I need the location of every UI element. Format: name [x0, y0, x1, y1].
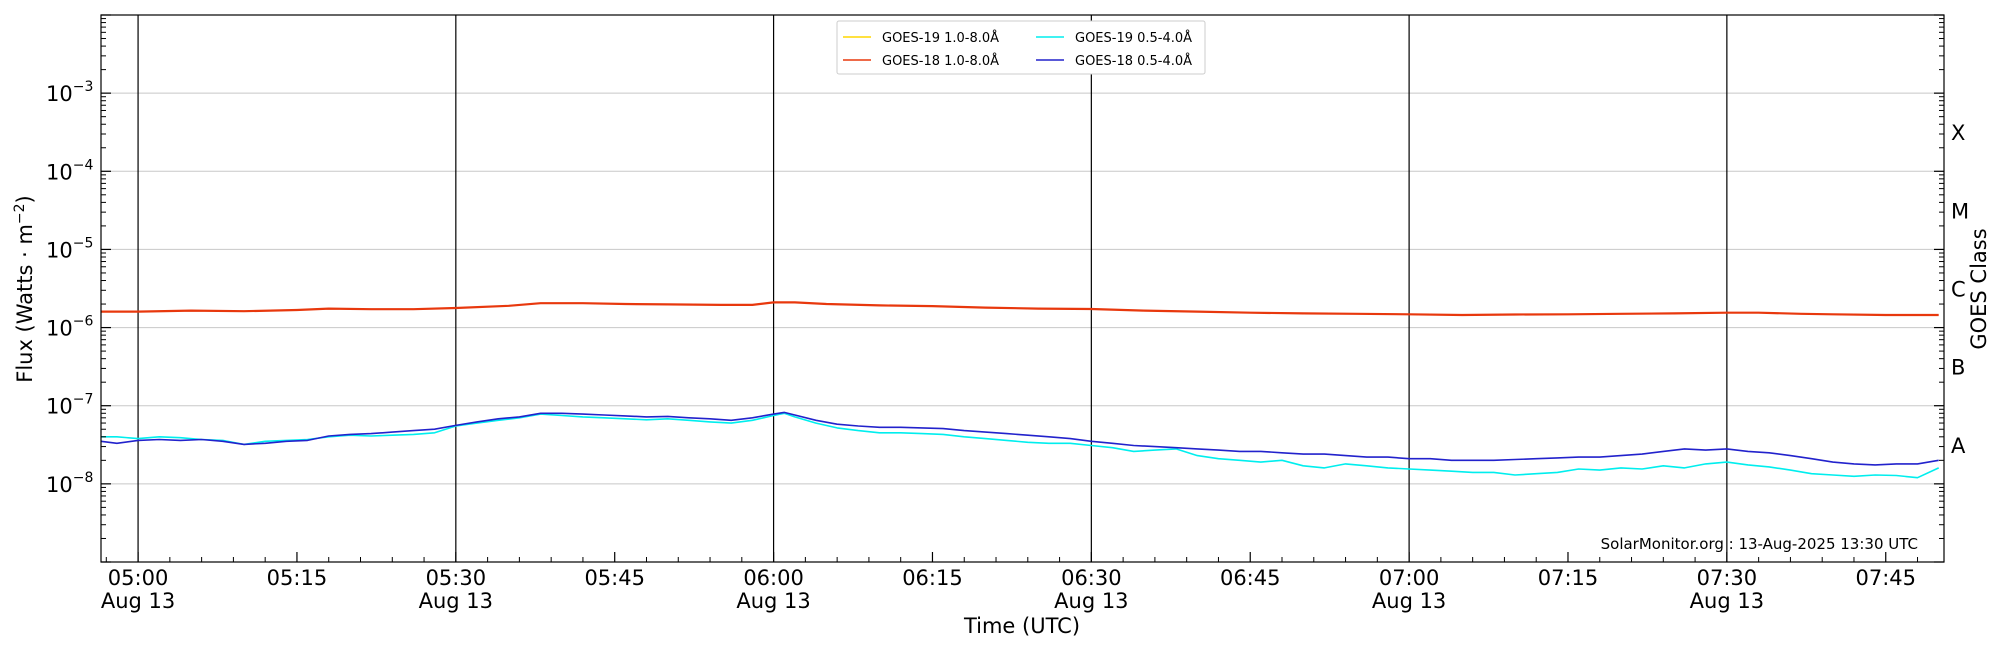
series-line-2	[101, 412, 1940, 479]
x-tick-label: 07:30	[1697, 566, 1758, 590]
x-tick-label: 05:15	[267, 566, 328, 590]
axis-ticks	[101, 14, 1944, 563]
y-tick-label: 10−3	[46, 79, 93, 106]
x-tick-label: 05:30	[426, 566, 487, 590]
x-tick-label: 06:00	[743, 566, 804, 590]
goes-class-label: B	[1951, 356, 1965, 380]
x-tick-label: 06:15	[902, 566, 963, 590]
x-tick-date-label: Aug 13	[736, 589, 810, 613]
x-tick-date-label: Aug 13	[101, 589, 175, 613]
x-tick-date-label: Aug 13	[419, 589, 493, 613]
y-tick-label: 10−8	[46, 470, 93, 497]
series-lines	[100, 301, 1940, 479]
x-tick-label: 06:30	[1061, 566, 1122, 590]
day-vertical-lines	[137, 15, 1728, 562]
y-axis-title: Flux (Watts · m−2)	[12, 195, 37, 383]
series-line-3	[100, 411, 1939, 466]
goes-class-labels: X M C B A	[1951, 121, 1969, 458]
goes-class-label: M	[1951, 199, 1969, 223]
y-tick-label: 10−4	[46, 157, 93, 184]
x-tick-date-label: Aug 13	[1372, 589, 1446, 613]
y-tick-labels: 10−3 10−4 10−5 10−6 10−7 10−8	[46, 79, 93, 497]
source-annotation: SolarMonitor.org : 13-Aug-2025 13:30 UTC	[1601, 535, 1918, 553]
plot-frame	[100, 14, 1945, 563]
y-tick-label: 10−5	[46, 235, 93, 262]
x-tick-date-label: Aug 13	[1690, 589, 1764, 613]
x-tick-label: 06:45	[1220, 566, 1281, 590]
legend-label-goes18-short: GOES-18 0.5-4.0Å	[1075, 53, 1192, 69]
x-tick-label: 07:45	[1855, 566, 1916, 590]
goes-class-label: X	[1951, 121, 1965, 145]
legend-box	[836, 20, 1206, 75]
legend-label-goes19-long: GOES-19 1.0-8.0Å	[882, 30, 999, 46]
gridlines	[101, 92, 1944, 485]
x-axis-title: Time (UTC)	[963, 614, 1080, 638]
x-tick-label: 07:15	[1538, 566, 1599, 590]
x-tick-label: 07:00	[1379, 566, 1440, 590]
goes-class-label: C	[1951, 278, 1966, 302]
y2-axis-title: GOES Class	[1967, 228, 1991, 349]
x-tick-date-label: Aug 13	[1054, 589, 1128, 613]
goes-class-label: A	[1951, 434, 1966, 458]
x-tick-label: 05:45	[584, 566, 645, 590]
series-line-1	[101, 301, 1939, 317]
x-tick-label: 05:00	[108, 566, 169, 590]
legend-label-goes19-short: GOES-19 0.5-4.0Å	[1075, 30, 1192, 46]
legend: GOES-19 1.0-8.0Å GOES-18 1.0-8.0Å GOES-1…	[836, 20, 1206, 75]
y-tick-label: 10−6	[46, 314, 93, 341]
legend-label-goes18-long: GOES-18 1.0-8.0Å	[882, 53, 999, 69]
y-tick-label: 10−7	[46, 392, 93, 419]
